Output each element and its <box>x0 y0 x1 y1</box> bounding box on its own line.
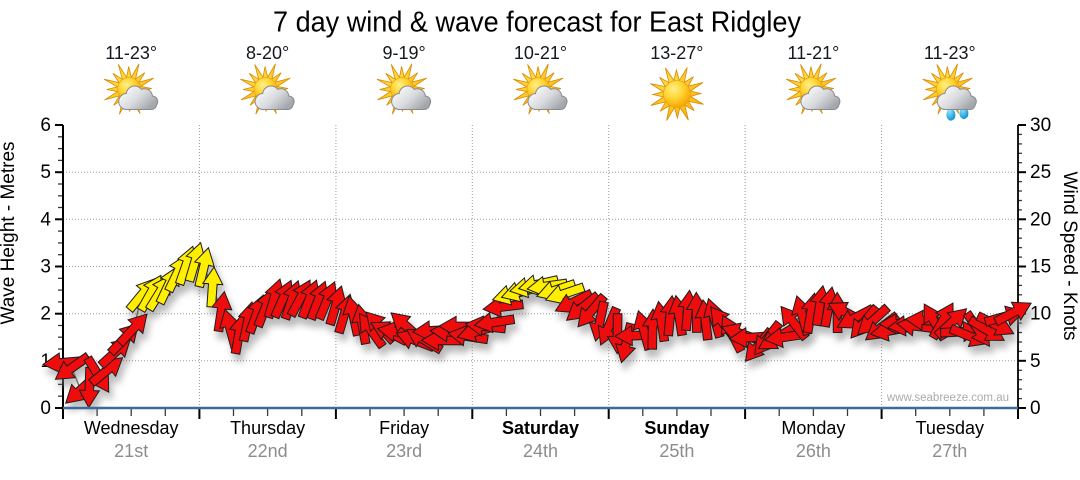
svg-text:24th: 24th <box>523 441 558 461</box>
svg-text:13-27°: 13-27° <box>650 43 703 63</box>
svg-text:Sunday: Sunday <box>644 418 709 438</box>
svg-text:Wave Height - Metres: Wave Height - Metres <box>0 141 19 324</box>
svg-text:0: 0 <box>40 398 51 419</box>
svg-text:25: 25 <box>1030 162 1051 183</box>
svg-text:5: 5 <box>1030 351 1041 372</box>
svg-text:11-21°: 11-21° <box>787 43 839 63</box>
svg-text:4: 4 <box>40 209 51 230</box>
svg-text:21st: 21st <box>114 441 148 461</box>
svg-text:10-21°: 10-21° <box>514 43 567 63</box>
svg-text:Wednesday: Wednesday <box>84 418 179 438</box>
svg-text:27th: 27th <box>932 441 967 461</box>
svg-text:6: 6 <box>40 115 51 136</box>
svg-text:0: 0 <box>1030 398 1041 419</box>
svg-text:25th: 25th <box>659 441 694 461</box>
svg-text:Monday: Monday <box>781 418 845 438</box>
svg-text:23rd: 23rd <box>386 441 422 461</box>
svg-text:20: 20 <box>1030 209 1051 230</box>
svg-text:7 day wind & wave forecast for: 7 day wind & wave forecast for East Ridg… <box>273 7 801 39</box>
svg-text:30: 30 <box>1030 115 1051 136</box>
svg-text:2: 2 <box>40 304 51 325</box>
svg-text:Saturday: Saturday <box>502 418 579 438</box>
svg-text:Tuesday: Tuesday <box>916 418 984 438</box>
svg-text:Thursday: Thursday <box>230 418 305 438</box>
svg-text:www.seabreeze.com.au: www.seabreeze.com.au <box>886 392 1009 404</box>
svg-text:22nd: 22nd <box>248 441 288 461</box>
svg-text:8-20°: 8-20° <box>246 43 289 63</box>
svg-text:15: 15 <box>1030 257 1051 278</box>
svg-text:10: 10 <box>1030 304 1051 325</box>
svg-text:9-19°: 9-19° <box>382 43 425 63</box>
svg-text:5: 5 <box>40 162 51 183</box>
svg-text:26th: 26th <box>796 441 831 461</box>
svg-text:11-23°: 11-23° <box>924 43 976 63</box>
svg-text:Wind Speed - Knots: Wind Speed - Knots <box>1059 172 1080 341</box>
svg-text:3: 3 <box>40 257 51 278</box>
svg-text:11-23°: 11-23° <box>105 43 157 63</box>
svg-text:1: 1 <box>40 351 51 372</box>
svg-text:Friday: Friday <box>379 418 429 438</box>
